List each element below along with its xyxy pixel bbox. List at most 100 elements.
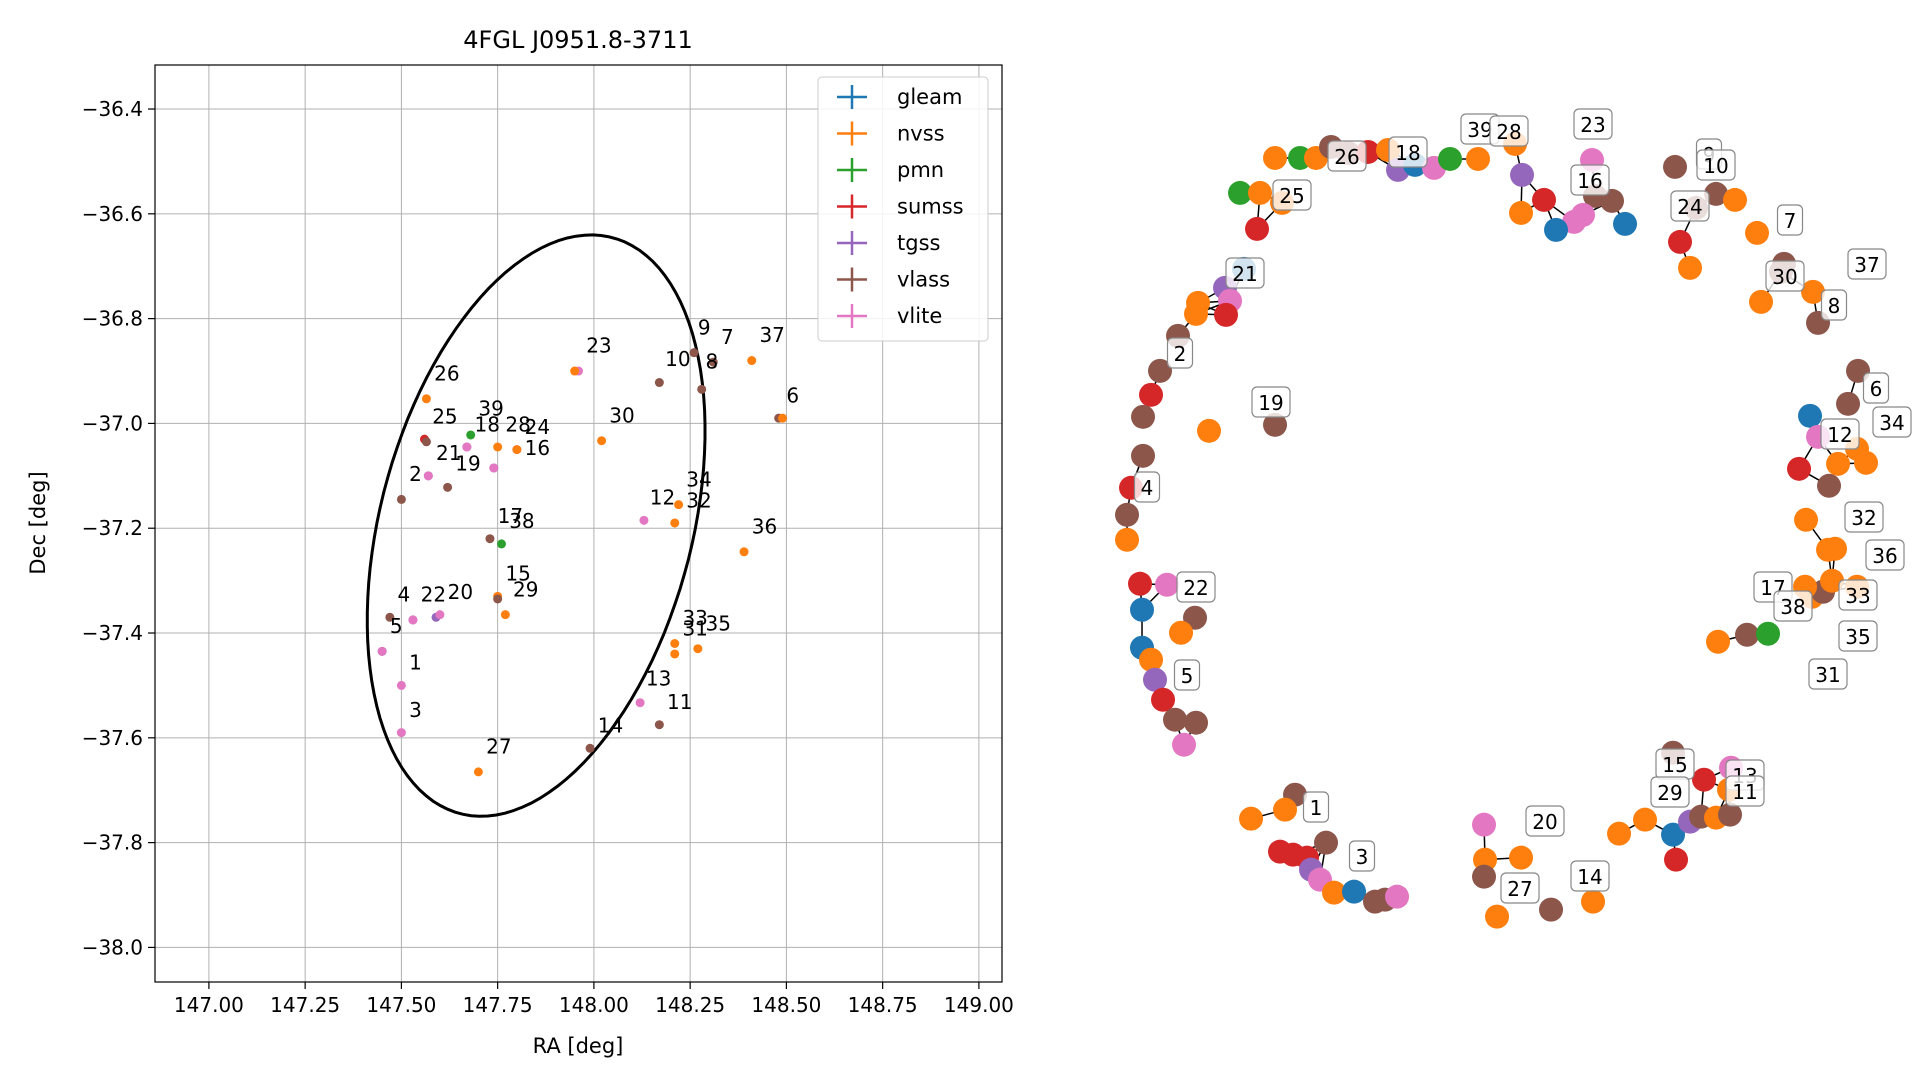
graph-label-box — [1776, 204, 1804, 236]
x-tick-label: 148.25 — [655, 993, 725, 1017]
graph-labels: 2618392823162491025212194225132027141529… — [1133, 108, 1912, 904]
graph-label: 24 — [1670, 190, 1710, 222]
graph-node-sumss — [1668, 229, 1693, 254]
data-point-vlite — [396, 728, 406, 738]
data-point-nvss — [739, 547, 749, 557]
data-point-vlass — [654, 720, 664, 730]
graph-node-sumss — [1787, 456, 1812, 481]
graph-label: 15 — [1655, 748, 1695, 780]
graph-label-box — [1251, 386, 1291, 418]
graph-label: 36 — [1865, 539, 1905, 571]
graph-label-box — [1489, 115, 1529, 147]
legend-entry-gleam: gleam — [837, 85, 962, 109]
point-label: 28 — [505, 412, 530, 436]
x-tick-label: 149.00 — [944, 993, 1014, 1017]
point-label: 12 — [650, 486, 675, 510]
point-label: 14 — [598, 714, 623, 738]
graph-node-sumss — [1692, 767, 1717, 792]
point-label: 3 — [409, 698, 422, 722]
graph-node-nvss — [1248, 180, 1273, 205]
graph-label: 14 — [1570, 860, 1610, 892]
graph-label-box — [1765, 260, 1805, 292]
graph-node-nvss — [1607, 821, 1632, 846]
graph-label-text: 4 — [1141, 476, 1154, 500]
graph-label-text: 36 — [1872, 544, 1897, 568]
error-ellipse — [365, 233, 707, 818]
graph-label-box — [1570, 860, 1610, 892]
graph-label-box — [1670, 190, 1710, 222]
graph-node-nvss — [1723, 187, 1748, 212]
point-label: 29 — [513, 577, 538, 601]
data-point-nvss — [747, 356, 757, 366]
graph-label-text: 2 — [1174, 342, 1187, 366]
graph-node-nvss — [1801, 279, 1826, 304]
x-tick-label: 148.50 — [751, 993, 821, 1017]
graph-label: 5 — [1173, 659, 1201, 691]
graph-label-text: 12 — [1827, 423, 1852, 447]
graph-node-gleam — [1544, 217, 1569, 242]
graph-node-vlass — [1115, 502, 1140, 527]
graph-label: 28 — [1489, 115, 1529, 147]
data-point-vlass — [443, 482, 453, 492]
graph-label-box — [1272, 179, 1312, 211]
legend-label: sumss — [897, 195, 964, 219]
data-point-vlite — [377, 646, 387, 656]
data-point-nvss — [493, 442, 503, 452]
data-point-nvss — [473, 767, 483, 777]
graph-label: 20 — [1525, 805, 1565, 837]
graph-node-vlite — [1385, 884, 1410, 909]
x-tick-label: 147.75 — [463, 993, 533, 1017]
data-point-nvss — [670, 638, 680, 648]
graph-node-nvss — [1581, 889, 1606, 914]
legend-label: vlite — [897, 304, 942, 328]
graph-node-nvss — [1239, 806, 1264, 831]
graph-label: 7 — [1776, 204, 1804, 236]
data-point-vlite — [635, 698, 645, 708]
y-tick-label: −37.2 — [82, 516, 143, 540]
graph-label-text: 35 — [1845, 625, 1870, 649]
graph-label: 37 — [1847, 248, 1887, 280]
graph-label-text: 1 — [1310, 796, 1323, 820]
graph-label-box — [1570, 164, 1610, 196]
data-point-vlite — [435, 610, 445, 620]
point-label: 34 — [686, 467, 711, 491]
graph-label-text: 3 — [1356, 845, 1369, 869]
graph-label-box — [1525, 805, 1565, 837]
data-point-nvss — [693, 644, 703, 654]
graph-node-sumss — [1128, 571, 1153, 596]
graph-node-gleam — [1661, 822, 1686, 847]
y-tick-label: −37.6 — [82, 726, 143, 750]
point-label: 24 — [525, 415, 550, 439]
point-label: 25 — [432, 404, 457, 428]
graph-node-sumss — [1151, 687, 1176, 712]
graph-node-sumss — [1139, 382, 1164, 407]
graph-label-box — [1838, 579, 1878, 611]
x-tick-label: 148.75 — [848, 993, 918, 1017]
graph-label-box — [1773, 590, 1813, 622]
graph-node-vlass — [1184, 710, 1209, 735]
graph-node-tgss — [1510, 162, 1535, 187]
point-label: 7 — [721, 325, 734, 349]
graph-node-vlass — [1704, 181, 1729, 206]
graph-node-vlass — [1183, 605, 1208, 630]
graph-label-box — [1133, 471, 1161, 503]
graph-label: 8 — [1820, 289, 1848, 321]
data-point-nvss — [421, 394, 431, 404]
graph-label-text: 32 — [1851, 506, 1876, 530]
graph-label: 30 — [1765, 260, 1805, 292]
graph-label: 1 — [1302, 791, 1330, 823]
legend-label: nvss — [897, 122, 945, 146]
graph-label-box — [1500, 872, 1540, 904]
graph-label: 27 — [1500, 872, 1540, 904]
graph-node-nvss — [1509, 845, 1534, 870]
graph-node-nvss — [1706, 629, 1731, 654]
graph-label-text: 33 — [1845, 584, 1870, 608]
point-label: 31 — [682, 617, 707, 641]
graph-label-box — [1838, 620, 1878, 652]
data-point-nvss — [570, 366, 580, 376]
graph-label-text: 31 — [1815, 663, 1840, 687]
x-tick-label: 147.25 — [270, 993, 340, 1017]
graph-label: 18 — [1388, 136, 1428, 168]
graph-node-nvss — [1263, 145, 1288, 170]
graph-label-text: 11 — [1732, 780, 1757, 804]
